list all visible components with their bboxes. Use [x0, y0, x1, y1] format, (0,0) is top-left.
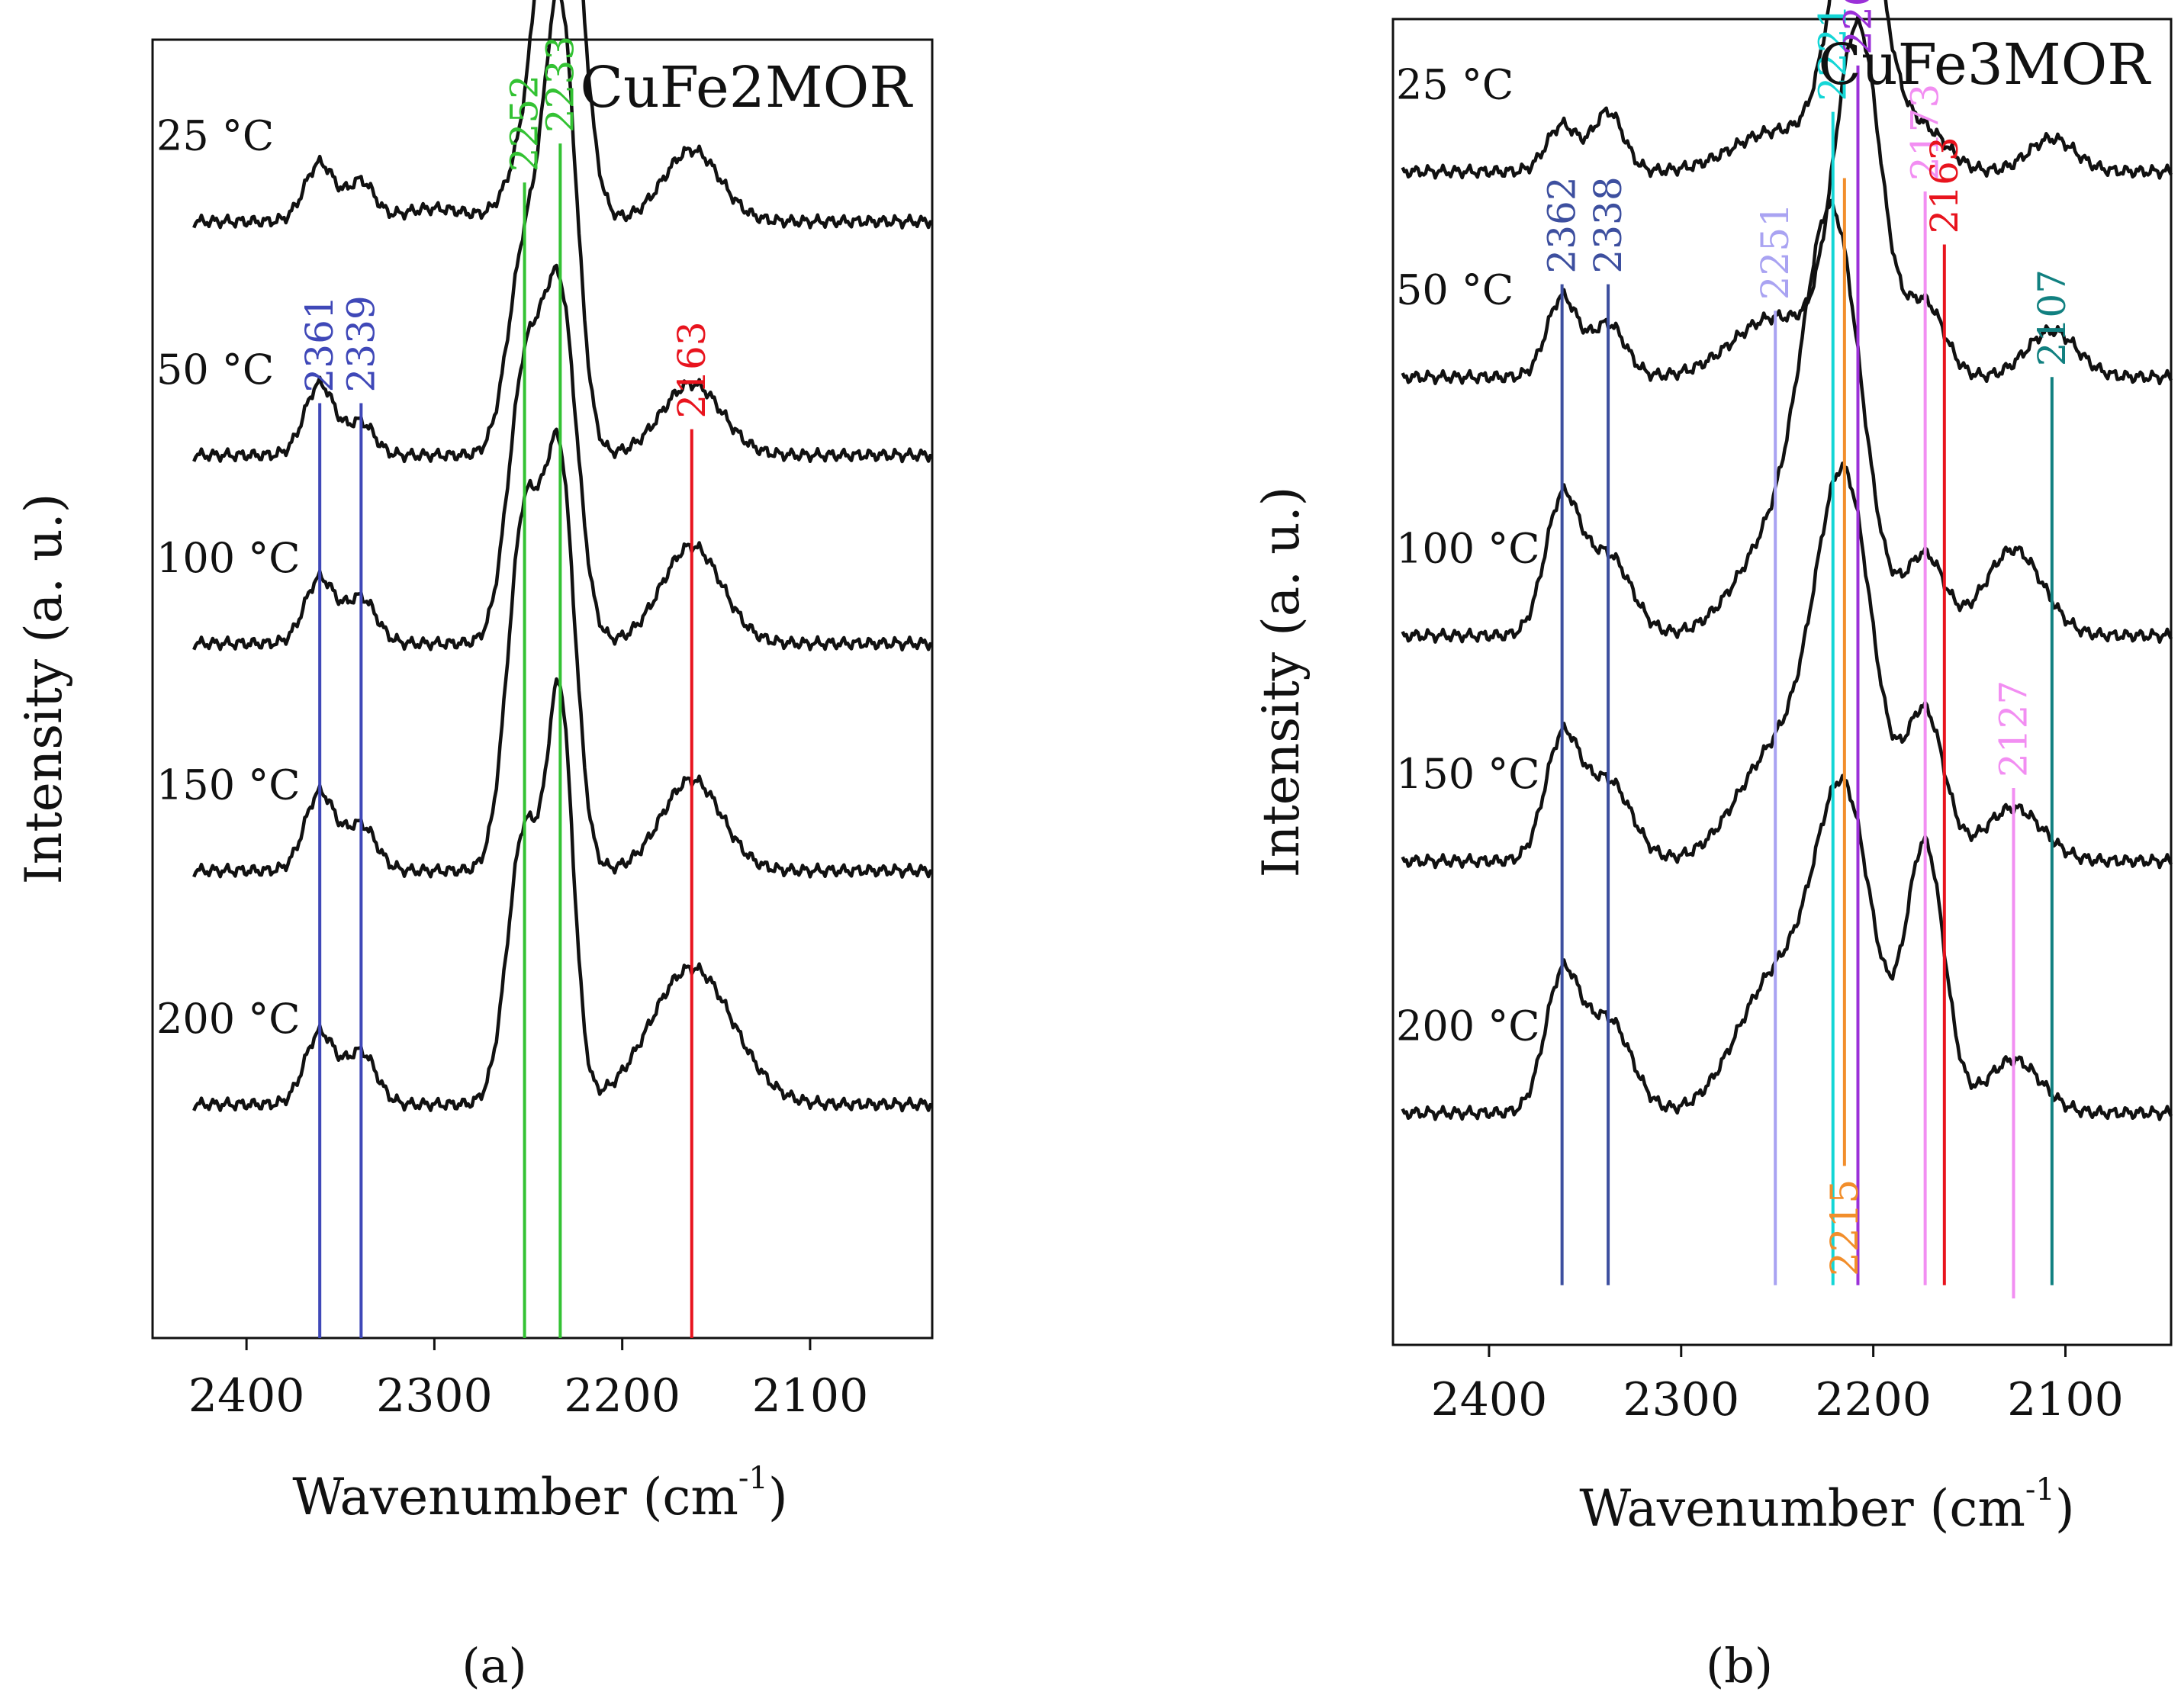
series-label: 100 °C [156, 534, 301, 582]
x-tick-label: 2200 [1815, 1373, 1932, 1427]
series-label: 200 °C [1396, 1002, 1540, 1050]
series-line-150C [192, 427, 933, 879]
series-label: 150 °C [1396, 750, 1540, 798]
peak-label: 2107 [2030, 269, 2074, 366]
series-label: 150 °C [156, 761, 301, 809]
peak-label: 2163 [1922, 137, 1967, 233]
chart-title: CuFe2MOR [580, 55, 913, 121]
plot-frame [1391, 18, 2173, 1346]
x-axis-title: Wavenumber (cm-1) [292, 1461, 787, 1526]
x-tick-label: 2300 [1623, 1373, 1739, 1427]
y-axis-title: Intensity (a. u.) [1252, 487, 1311, 878]
series-label: 50 °C [1396, 266, 1514, 314]
x-axis-title-close: ) [2055, 1479, 2075, 1538]
series-line-100C [1401, 198, 2173, 644]
series-line-150C [1401, 462, 2173, 870]
peak-label: 2215 [1822, 1179, 1867, 1276]
peak-label: 2208 [1835, 0, 1880, 55]
panel-b: 2400 2300 2200 2100 25 °C 50 °C 100 °C 150 °C 20… [1252, 0, 2173, 1694]
peak-label: 2173 [1903, 84, 1948, 181]
x-axis-title-main: Wavenumber (cm [1579, 1479, 2025, 1538]
x-axis-title-sup: -1 [2025, 1472, 2055, 1507]
x-axis-title-close: ) [768, 1468, 788, 1526]
series-line-50C [1401, 14, 2173, 386]
series-line-200C [1401, 774, 2173, 1121]
series-label: 200 °C [156, 995, 301, 1043]
series-label: 25 °C [1396, 60, 1514, 108]
peak-label: 2338 [1586, 176, 1630, 273]
peak-label: 2221 [1811, 4, 1855, 101]
peak-label: 2163 [670, 321, 714, 418]
chart-title: CuFe3MOR [1818, 32, 2151, 98]
series-line-25C [192, 0, 933, 230]
panel-label: (b) [1706, 1638, 1773, 1694]
series-label: 25 °C [156, 112, 274, 160]
peak-label: 2339 [339, 295, 383, 392]
peak-label: 2362 [1540, 176, 1584, 273]
y-axis-title: Intensity (a. u.) [14, 494, 73, 885]
x-tick-label: 2100 [2007, 1373, 2124, 1427]
peak-label: 2233 [538, 36, 582, 133]
x-tick-label: 2100 [752, 1369, 869, 1423]
x-axis-title-sup: -1 [738, 1461, 768, 1496]
series-line-100C [192, 263, 933, 652]
peak-label: 2361 [298, 295, 342, 392]
x-tick-label: 2400 [188, 1369, 305, 1423]
series-line-25C [1401, 0, 2173, 180]
peak-label: 2127 [1991, 680, 2035, 777]
panel-a: 2400 2300 2200 2100 25 °C 50 °C 100 °C 150 °C 20… [14, 0, 934, 1694]
peak-label: 2251 [1753, 203, 1797, 300]
plot-frame [151, 38, 934, 1340]
x-tick-label: 2300 [376, 1369, 493, 1423]
peak-label: 2252 [503, 75, 547, 172]
x-tick-label: 2200 [564, 1369, 680, 1423]
x-axis-title-main: Wavenumber (cm [292, 1468, 738, 1526]
series-line-200C [192, 677, 933, 1113]
x-tick-label: 2400 [1431, 1373, 1548, 1427]
x-axis-title: Wavenumber (cm-1) [1579, 1472, 2074, 1538]
series-line-50C [192, 0, 933, 464]
series-label: 100 °C [1396, 525, 1540, 573]
panel-label: (a) [462, 1638, 526, 1694]
series-label: 50 °C [156, 346, 274, 394]
